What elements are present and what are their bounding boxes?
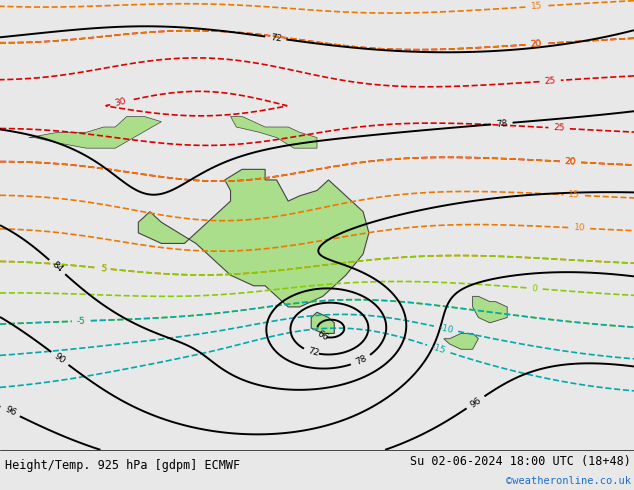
Text: 30: 30 xyxy=(114,97,127,108)
Text: 96: 96 xyxy=(3,405,17,418)
Polygon shape xyxy=(444,333,479,349)
Text: -10: -10 xyxy=(438,323,454,335)
Text: Height/Temp. 925 hPa [gdpm] ECMWF: Height/Temp. 925 hPa [gdpm] ECMWF xyxy=(5,459,240,471)
Text: 96: 96 xyxy=(469,395,483,409)
Text: 84: 84 xyxy=(50,260,65,274)
Text: 15: 15 xyxy=(568,190,580,200)
Text: 90: 90 xyxy=(53,351,67,366)
Text: 20: 20 xyxy=(530,39,542,49)
Text: 66: 66 xyxy=(316,329,330,343)
Text: 0: 0 xyxy=(532,284,538,293)
Text: 10: 10 xyxy=(573,223,585,233)
Polygon shape xyxy=(231,117,317,148)
Text: 15: 15 xyxy=(530,1,542,11)
Text: 5: 5 xyxy=(100,264,107,273)
Polygon shape xyxy=(138,170,369,307)
Text: 25: 25 xyxy=(553,123,565,133)
Text: ©weatheronline.co.uk: ©weatheronline.co.uk xyxy=(506,476,631,486)
Text: 20: 20 xyxy=(564,157,576,167)
Text: 78: 78 xyxy=(496,119,508,128)
Text: 78: 78 xyxy=(354,354,368,367)
Text: -5: -5 xyxy=(77,317,86,326)
Text: 20: 20 xyxy=(530,39,542,49)
Polygon shape xyxy=(472,296,507,323)
Text: -5: -5 xyxy=(77,317,86,326)
Polygon shape xyxy=(311,312,334,333)
Text: -15: -15 xyxy=(430,343,447,356)
Text: 20: 20 xyxy=(564,157,576,167)
Text: 25: 25 xyxy=(544,76,556,86)
Text: 5: 5 xyxy=(100,264,107,273)
Text: Su 02-06-2024 18:00 UTC (18+48): Su 02-06-2024 18:00 UTC (18+48) xyxy=(410,455,631,467)
Text: 72: 72 xyxy=(307,347,321,359)
Text: 72: 72 xyxy=(269,33,282,43)
Polygon shape xyxy=(29,117,162,148)
